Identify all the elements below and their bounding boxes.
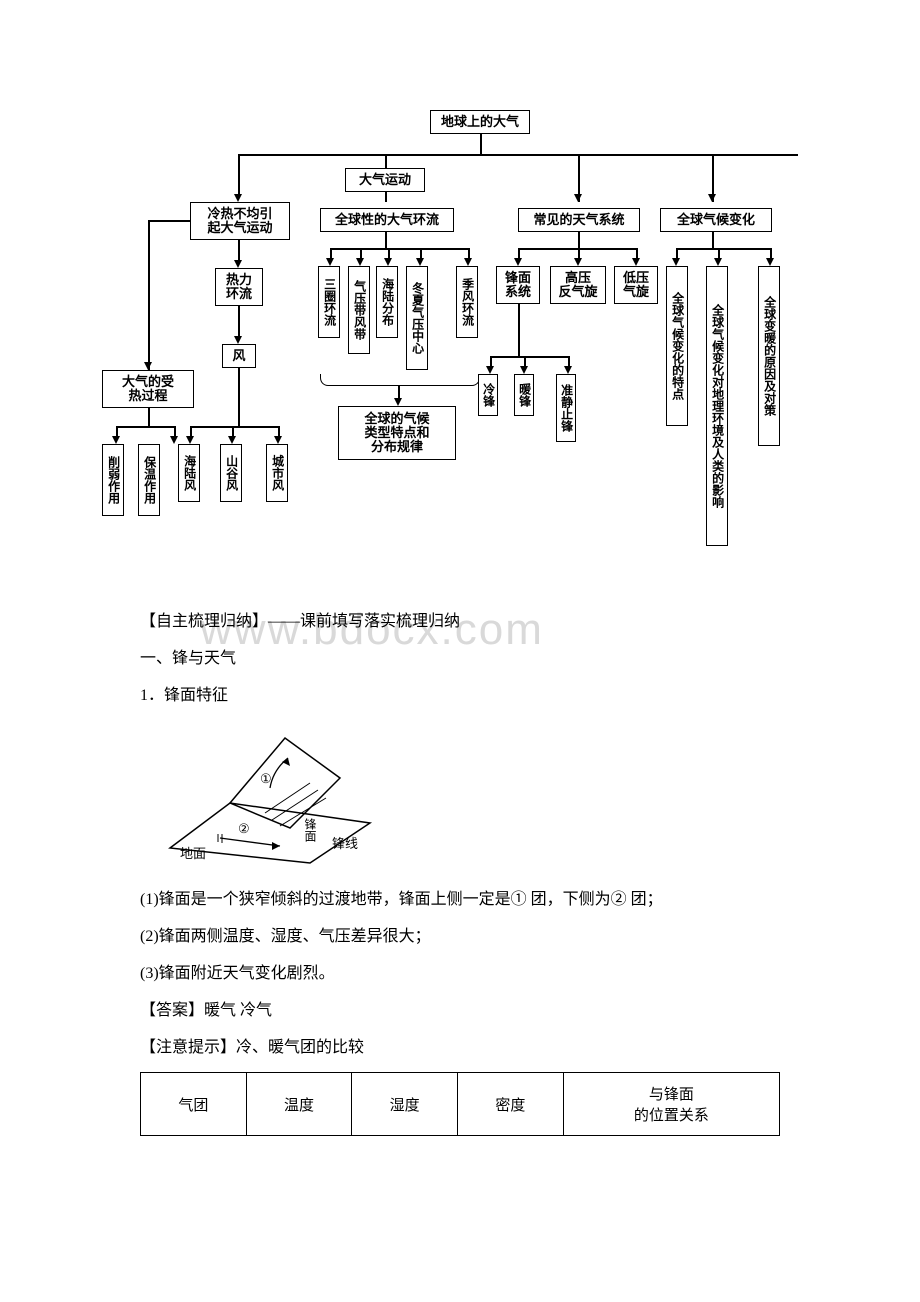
- node-lengfeng: 冷锋: [478, 374, 498, 416]
- node-nuanfeng: 暖锋: [514, 374, 534, 416]
- node-b4: 全球气候变化: [660, 208, 772, 232]
- node-b2: 全球性的大气环流: [320, 208, 454, 232]
- node-root: 地球上的大气: [430, 110, 530, 134]
- node-hailufeng: 海陆风: [178, 444, 200, 502]
- node-fengmian: 锋面 系统: [496, 266, 540, 304]
- front-surface-sketch: ① ② 锋面 锋线 地面: [160, 728, 380, 868]
- heading-self-summary: 【自主梳理归纳】——课前填写落实梳理归纳: [140, 608, 780, 637]
- node-chengshifeng: 城市风: [266, 444, 288, 502]
- label-c2: ②: [238, 821, 250, 836]
- node-hailu: 海陆分布: [376, 266, 398, 338]
- label-dimian: 地面: [180, 846, 206, 861]
- node-qihou: 全球的气候 类型特点和 分布规律: [338, 406, 456, 460]
- note: 【注意提示】冷、暖气团的比较: [140, 1034, 780, 1063]
- answer: 【答案】暖气 冷气: [140, 997, 780, 1026]
- para-3: (3)锋面附近天气变化剧烈。: [140, 960, 780, 989]
- subsection-1-1: 1．锋面特征: [140, 682, 780, 711]
- para-1: (1)锋面是一个狭窄倾斜的过渡地带，锋面上侧一定是① 团，下侧为② 团；: [140, 886, 780, 915]
- node-qiyadai: 气压带风带: [348, 266, 370, 354]
- text-content: 【自主梳理归纳】——课前填写落实梳理归纳 一、锋与天气 1．锋面特征 ① ② 锋…: [140, 600, 780, 1136]
- node-daqi-yundong: 大气运动: [345, 168, 425, 192]
- node-dongxia: 冬夏气压中心: [406, 266, 428, 370]
- node-shangufeng: 山谷风: [220, 444, 242, 502]
- th-4: 密度: [458, 1073, 564, 1136]
- para-2: (2)锋面两侧温度、湿度、气压差异很大；: [140, 923, 780, 952]
- node-baowen: 保温作用: [138, 444, 160, 516]
- node-b1: 冷热不均引 起大气运动: [190, 202, 290, 240]
- comparison-table: 气团 温度 湿度 密度 与锋面 的位置关系: [140, 1072, 780, 1136]
- label-c1: ①: [260, 771, 272, 786]
- node-tedian: 全球气候变化的特点: [666, 266, 688, 426]
- node-feng: 风: [222, 344, 256, 368]
- node-b3: 常见的天气系统: [518, 208, 640, 232]
- label-fengmian: 锋面: [303, 818, 317, 842]
- node-zhunjing: 准静止锋: [556, 374, 576, 442]
- node-jifeng: 季风环流: [456, 266, 478, 338]
- node-yingxiang: 全球气候变化对地理环境及人类的影响: [706, 266, 728, 546]
- concept-diagram: 地球上的大气 大气运动 冷热不均引 起大气运动 全球性的大气环流 常见的天气系统…: [120, 110, 800, 590]
- th-3: 湿度: [352, 1073, 458, 1136]
- th-5: 与锋面 的位置关系: [563, 1073, 779, 1136]
- section-1: 一、锋与天气: [140, 645, 780, 674]
- th-2: 温度: [246, 1073, 352, 1136]
- th-1: 气团: [141, 1073, 247, 1136]
- node-diya: 低压 气旋: [614, 266, 658, 304]
- label-fengxian: 锋线: [332, 836, 358, 851]
- node-reli: 热力 环流: [215, 268, 263, 306]
- node-yuanyin: 全球变暖的原因及对策: [758, 266, 780, 446]
- node-xueruo: 削弱作用: [102, 444, 124, 516]
- node-gaoya: 高压 反气旋: [550, 266, 606, 304]
- node-shoure: 大气的受 热过程: [102, 370, 194, 408]
- node-sanquan: 三圈环流: [318, 266, 340, 338]
